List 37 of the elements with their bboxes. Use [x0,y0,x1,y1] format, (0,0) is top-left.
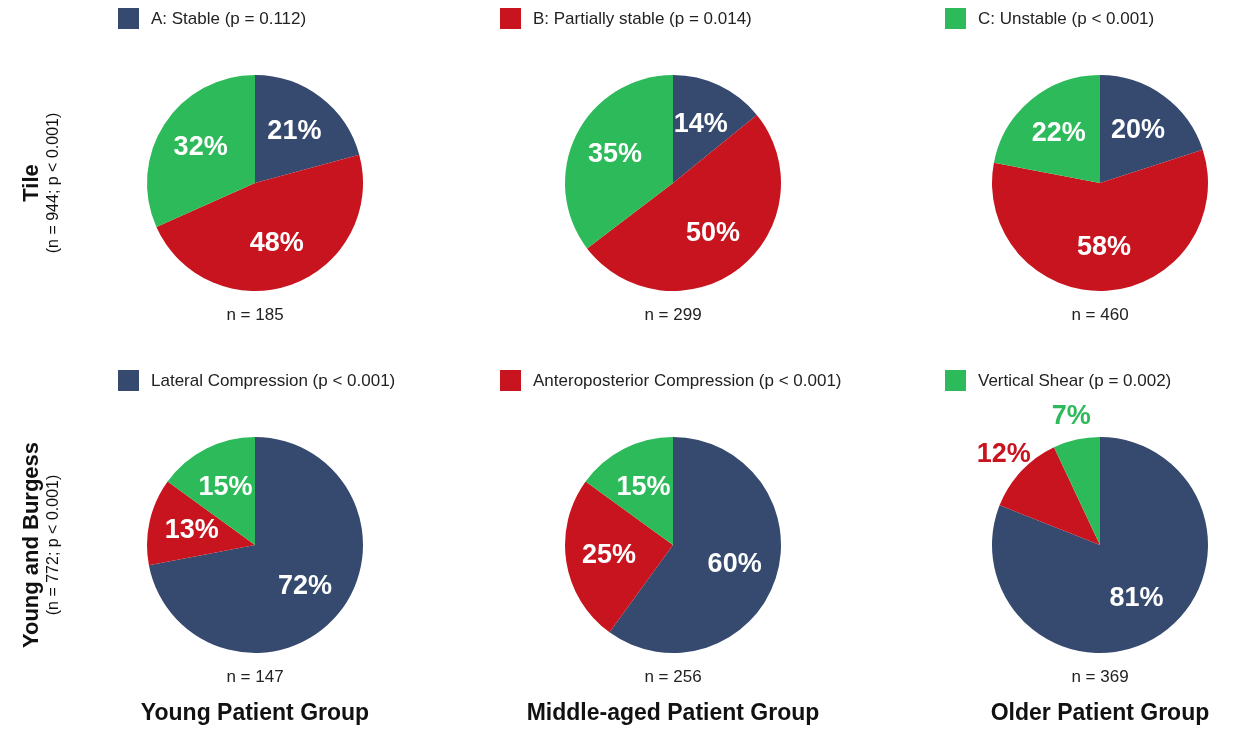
text: Middle-aged Patient Group [525,699,821,726]
text: n = 185 [225,305,285,325]
legend-label: C: Unstable (p < 0.001) [978,8,1155,29]
data-label: 22% [1031,116,1086,147]
text: Older Patient Group [989,699,1211,726]
data-label: 20% [1111,114,1166,145]
data-label: 48% [249,227,304,258]
data-label: 15% [616,470,671,501]
legend-label: Vertical Shear (p = 0.002) [978,370,1172,391]
text: Tile [18,163,44,204]
text: (n = 944; p < 0.001) [44,112,62,254]
data-label: 81% [1109,582,1164,613]
data-label: 21% [267,114,322,145]
text: (n = 772; p < 0.001) [44,473,62,618]
text: n = 147 [225,667,285,687]
data-label: 7% [1051,399,1091,430]
data-label: 15% [198,470,253,501]
text: n = 299 [643,305,703,325]
data-label: 25% [581,538,637,569]
data-label: 12% [976,438,1031,469]
data-label: 72% [277,569,332,600]
text: Young Patient Group [139,699,371,726]
data-label: 13% [164,514,219,545]
legend-label: Lateral Compression (p < 0.001) [151,370,396,391]
data-label: 58% [1077,231,1132,262]
text: n = 460 [1070,305,1130,325]
text: Young and Burgess [18,441,44,649]
legend-label: B: Partially stable (p = 0.014) [533,8,752,29]
text: n = 369 [1070,667,1130,687]
data-label: 50% [686,217,741,248]
data-label: 32% [173,131,228,162]
legend-label: A: Stable (p = 0.112) [151,8,307,29]
text: n = 256 [643,667,703,687]
data-label: 60% [707,548,762,579]
data-label: 14% [673,107,728,138]
data-label: 35% [587,137,642,168]
legend-label: Anteroposterior Compression (p < 0.001) [533,370,842,391]
